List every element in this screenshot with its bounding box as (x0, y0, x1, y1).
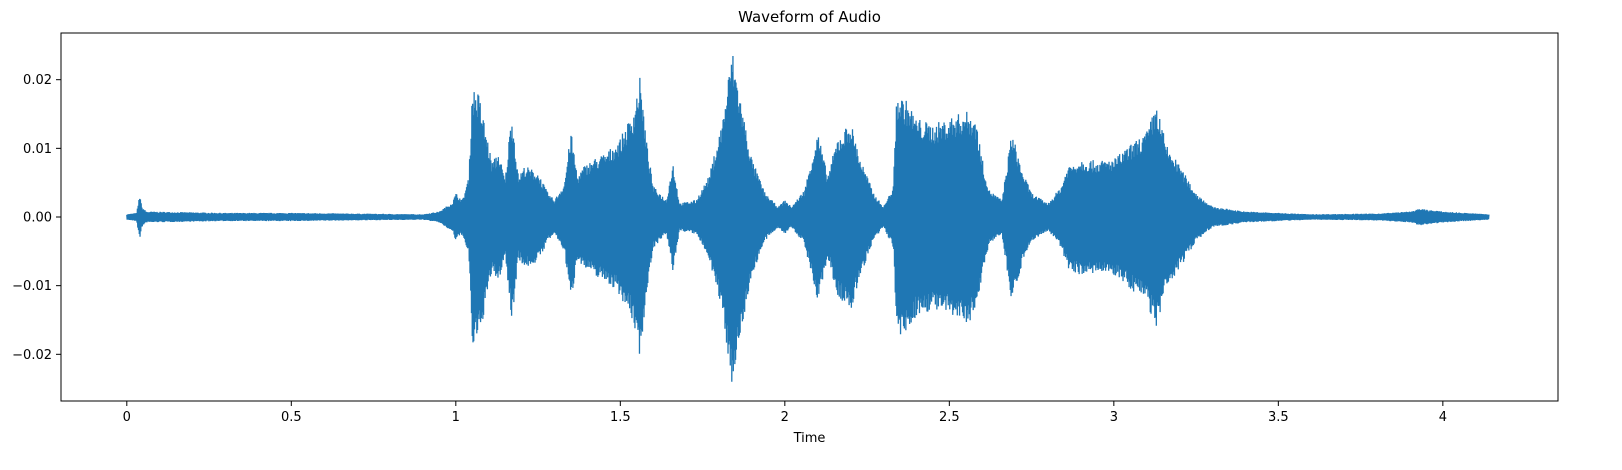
x-tick-label: 3 (1110, 410, 1118, 425)
x-axis-label: Time (793, 431, 826, 446)
x-tick-label: 0.5 (281, 410, 302, 425)
x-tick-label: 2.5 (939, 410, 960, 425)
y-tick-label: 0.02 (23, 73, 52, 88)
x-tick-label: 1.5 (610, 410, 631, 425)
y-tick-label: 0.01 (23, 142, 52, 157)
x-tick-label: 0 (123, 410, 131, 425)
y-axis-ticks: −0.02 −0.01 0.00 0.01 0.02 (12, 73, 61, 363)
series-layer (126, 56, 1490, 382)
x-tick-label: 4 (1439, 410, 1447, 425)
x-tick-label: 1 (452, 410, 460, 425)
y-tick-label: −0.02 (12, 348, 52, 363)
waveform-line (126, 56, 1490, 382)
y-tick-label: −0.01 (12, 279, 52, 294)
chart-title: Waveform of Audio (738, 8, 881, 26)
y-tick-label: 0.00 (23, 211, 52, 226)
x-tick-label: 3.5 (1268, 410, 1289, 425)
x-tick-label: 2 (781, 410, 789, 425)
x-axis-ticks: 0 0.5 1 1.5 2 2.5 3 3.5 4 (123, 401, 1447, 425)
